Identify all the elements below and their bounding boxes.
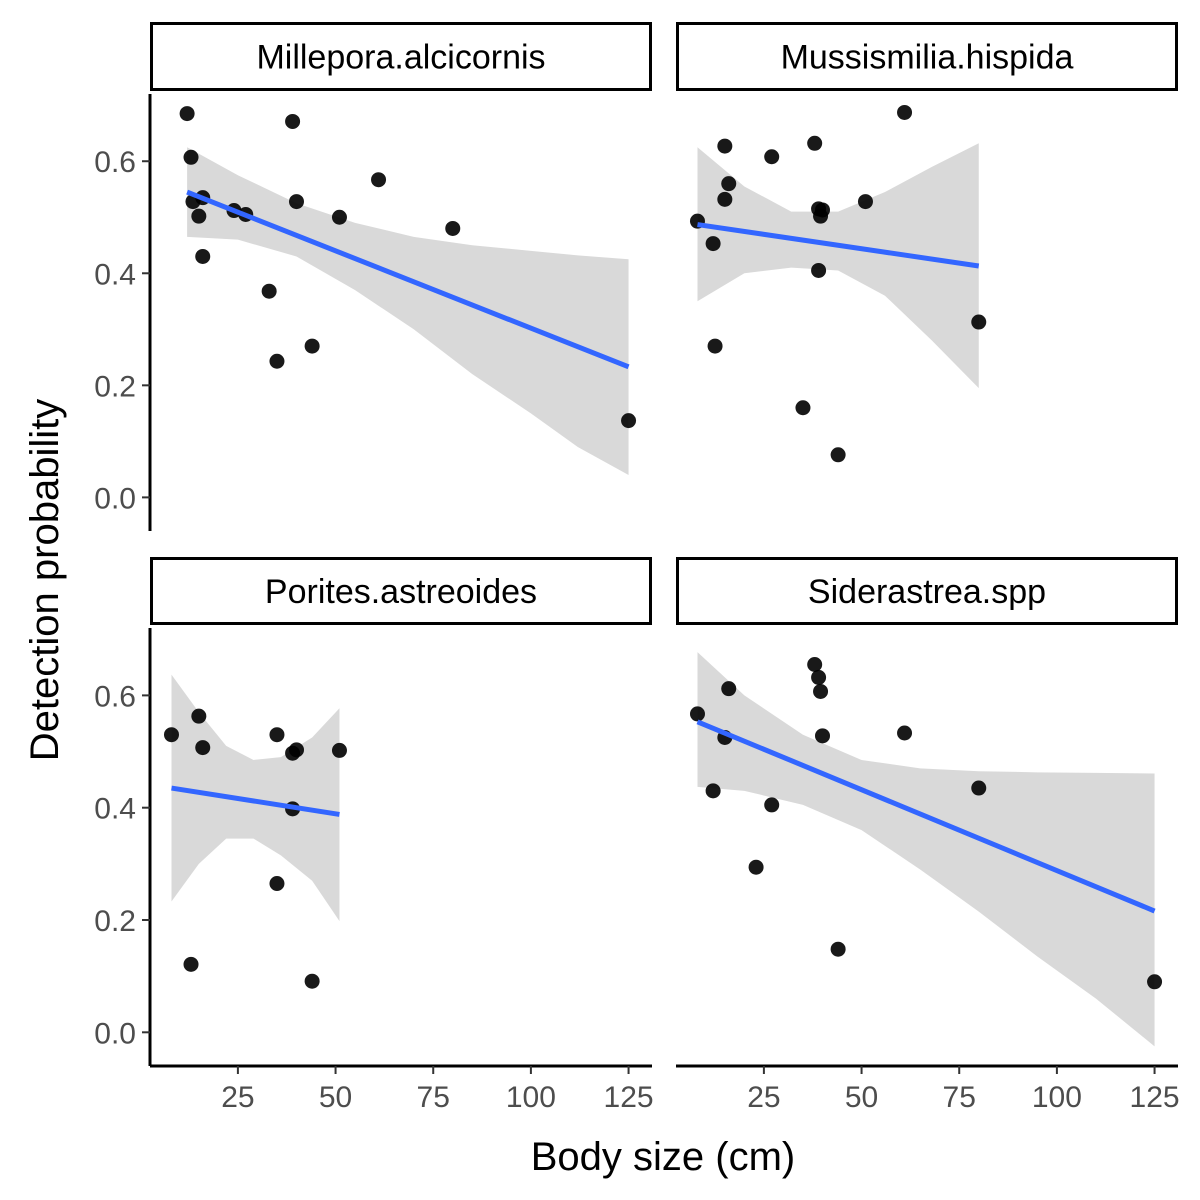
data-point — [717, 138, 733, 154]
data-point — [830, 941, 846, 957]
y-tick-label: 0.2 — [94, 370, 136, 403]
data-point — [721, 176, 737, 192]
facet-title: Millepora.alcicornis — [256, 39, 545, 77]
y-axis-title: Detection probability — [23, 399, 67, 761]
facet-panel: Siderastrea.spp 25 50 75 100 125 — [676, 557, 1180, 1114]
facet-panel: Millepora.alcicornis 0.0 0.2 0.4 0.6 — [94, 22, 652, 531]
y-tick-label: 0.0 — [94, 1017, 136, 1050]
data-point — [717, 191, 733, 207]
data-point — [269, 876, 285, 891]
data-point — [813, 683, 829, 699]
x-tick-label: 75 — [417, 1081, 450, 1114]
facet-panel: Porites.astreoides 0.0 0.2 0.4 0.6 25 50 75 100 1… — [94, 557, 654, 1114]
data-point — [811, 262, 827, 278]
y-tick-label: 0.4 — [94, 793, 136, 826]
data-point — [814, 202, 830, 218]
y-tick-label: 0.4 — [94, 258, 136, 291]
data-point — [269, 727, 285, 743]
data-point — [807, 657, 823, 672]
x-tick-label: 125 — [604, 1081, 654, 1114]
data-point — [183, 149, 199, 165]
data-point — [191, 708, 207, 724]
data-point — [807, 135, 823, 151]
data-point — [195, 248, 211, 264]
x-tick-label: 100 — [1032, 1081, 1082, 1114]
data-point — [261, 283, 277, 299]
data-point — [707, 338, 723, 354]
y-tick-label: 0.0 — [94, 482, 136, 515]
data-point — [814, 728, 830, 744]
data-point — [179, 106, 195, 122]
data-point — [897, 725, 913, 741]
data-point — [795, 400, 811, 416]
data-point — [971, 314, 987, 330]
facet-title: Siderastrea.spp — [808, 573, 1046, 611]
regression-line — [171, 785, 340, 817]
confidence-ribbon — [187, 147, 629, 475]
data-point — [857, 194, 873, 210]
data-point — [621, 413, 637, 429]
data-point — [748, 859, 764, 875]
facet-strip — [676, 557, 1178, 625]
x-axis-title: Body size (cm) — [531, 1135, 796, 1179]
facet-strip — [150, 22, 652, 91]
y-tick-label: 0.6 — [94, 680, 136, 713]
data-point — [689, 706, 705, 722]
facet-title: Mussismilia.hispida — [781, 39, 1074, 77]
data-point — [288, 742, 304, 758]
data-point — [331, 209, 347, 225]
facet-title: Porites.astreoides — [265, 573, 537, 611]
data-point — [764, 797, 780, 813]
facet-panel: Mussismilia.hispida — [676, 22, 1178, 463]
data-point — [304, 338, 320, 354]
regression-line — [696, 719, 1156, 914]
regression-line — [186, 189, 630, 370]
regression-line — [697, 222, 980, 269]
data-point — [195, 740, 211, 756]
y-tick-label: 0.2 — [94, 905, 136, 938]
data-point — [971, 780, 987, 796]
x-tick-label: 50 — [845, 1081, 878, 1114]
data-point — [331, 742, 347, 758]
facet-panels: Millepora.alcicornis 0.0 0.2 0.4 0.6 Mussismi… — [94, 22, 1180, 1114]
facet-strip — [150, 557, 652, 625]
x-tick-label: 50 — [319, 1081, 352, 1114]
data-point — [705, 783, 721, 799]
data-point — [764, 149, 780, 165]
data-point — [897, 104, 913, 120]
confidence-ribbon — [697, 143, 979, 389]
x-tick-label: 25 — [221, 1081, 254, 1114]
x-tick-label: 75 — [943, 1081, 976, 1114]
x-tick-label: 25 — [747, 1081, 780, 1114]
data-point — [721, 681, 737, 697]
data-point — [811, 669, 827, 685]
y-tick-label: 0.6 — [94, 146, 136, 179]
data-point — [705, 236, 721, 252]
data-point — [445, 220, 461, 236]
data-point — [285, 113, 301, 129]
x-tick-label: 100 — [506, 1081, 556, 1114]
data-point — [288, 194, 304, 210]
data-point — [191, 208, 207, 224]
data-point — [183, 956, 199, 972]
data-point — [1147, 974, 1163, 990]
data-point — [269, 353, 285, 369]
x-tick-label: 125 — [1130, 1081, 1180, 1114]
confidence-ribbon — [697, 652, 1155, 1047]
confidence-ribbon — [171, 674, 340, 922]
data-point — [371, 172, 387, 188]
data-point — [163, 727, 179, 743]
facet-strip — [676, 22, 1178, 91]
data-point — [830, 447, 846, 463]
data-point — [304, 973, 320, 989]
